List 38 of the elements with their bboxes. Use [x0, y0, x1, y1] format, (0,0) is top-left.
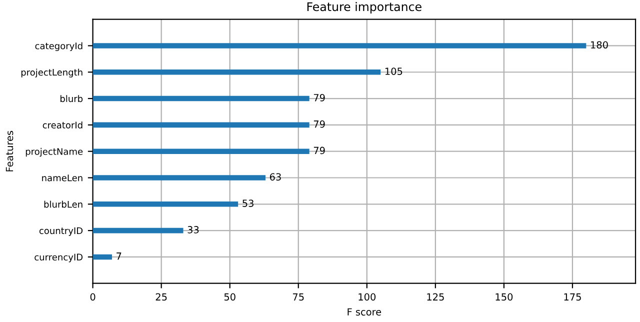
bar: [92, 175, 266, 180]
y-tick-label: currencyID: [34, 254, 83, 262]
x-axis-title: F score: [348, 308, 382, 316]
x-tick-label: 125: [427, 293, 444, 301]
bar: [92, 228, 184, 234]
x-tick-label: 100: [358, 293, 376, 301]
bar: [92, 122, 310, 128]
x-tick-label: 50: [224, 293, 236, 301]
y-tick-label: nameLen: [42, 174, 82, 182]
y-tick-label: projectName: [26, 148, 83, 157]
x-tick-label: 75: [292, 293, 304, 301]
bar: [92, 96, 310, 102]
y-tick-label: blurbLen: [44, 200, 82, 208]
bar: [92, 202, 238, 207]
data-label: 180: [591, 41, 608, 49]
data-label: 7: [116, 252, 122, 260]
x-tick-label: 175: [564, 293, 581, 301]
x-tick-label: 0: [90, 293, 96, 301]
y-tick-label: creatorId: [42, 122, 82, 128]
bar: [92, 254, 112, 260]
x-tick-label: 150: [496, 293, 513, 301]
data-label: 79: [314, 146, 325, 154]
y-tick-label: countryID: [39, 227, 83, 236]
y-axis-title: Features: [6, 130, 14, 172]
data-label: 79: [314, 94, 325, 102]
data-label: 105: [385, 68, 402, 75]
bar: [92, 148, 310, 154]
data-label: 33: [188, 226, 199, 234]
bar: [92, 43, 586, 48]
chart-title: Feature importance: [307, 2, 422, 14]
x-tick-label: 25: [156, 293, 167, 301]
data-label: 53: [242, 200, 254, 207]
data-label: 63: [270, 173, 281, 181]
y-tick-label: blurb: [60, 95, 83, 102]
data-label: 79: [314, 120, 325, 128]
bar: [92, 69, 381, 75]
y-tick-label: categoryId: [35, 42, 82, 52]
y-tick-label: projectLength: [21, 68, 82, 78]
